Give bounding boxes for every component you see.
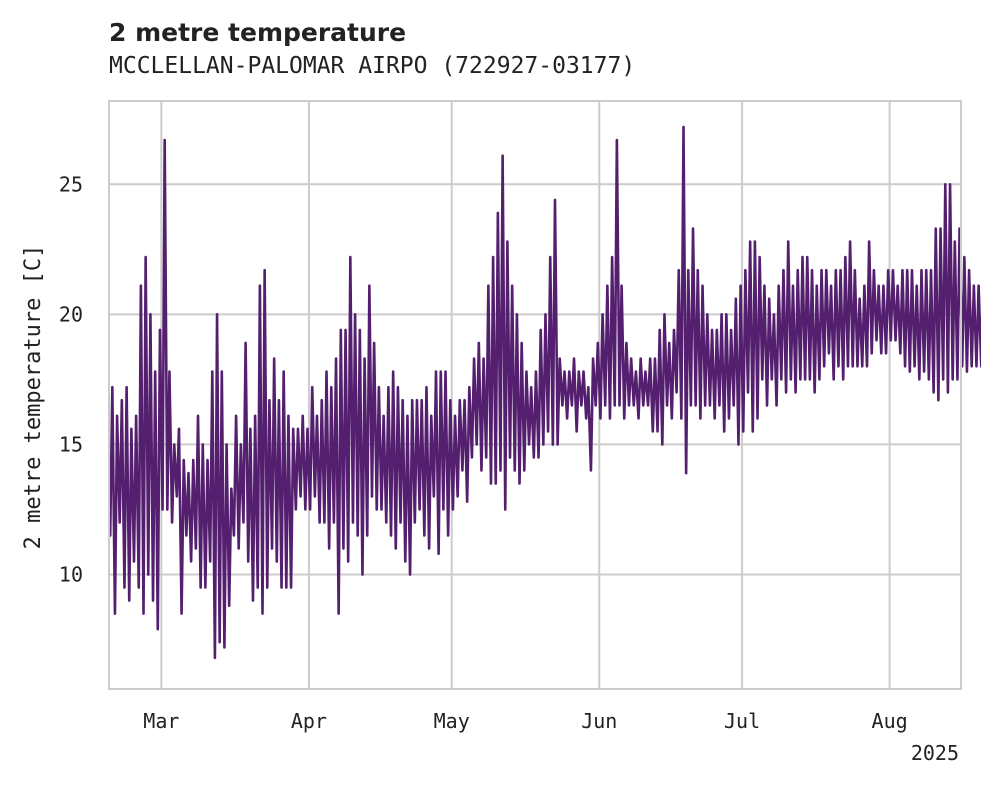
y-tick-label: 10 <box>59 563 83 587</box>
chart-subtitle: MCCLELLAN-PALOMAR AIRPO (722927-03177) <box>109 53 635 79</box>
x-tick-label: Jun <box>581 709 617 733</box>
x-tick-label: Aug <box>872 709 908 733</box>
data-series <box>108 125 981 660</box>
chart-title: 2 metre temperature <box>109 18 406 47</box>
tick-labels: 10 15 20 25 Mar Apr May Jun Jul Aug <box>59 172 908 733</box>
y-tick-label: 25 <box>59 172 83 196</box>
x-tick-label: Jul <box>724 709 760 733</box>
plot-frame <box>108 100 962 690</box>
y-tick-label: 15 <box>59 432 83 456</box>
y-axis-label: 2 metre temperature [C] <box>21 245 46 550</box>
temperature-line <box>108 125 981 660</box>
x-tick-label: Mar <box>143 709 179 733</box>
x-axis-year-label: 2025 <box>911 741 959 765</box>
x-tick-label: May <box>434 709 470 733</box>
x-tick-label: Apr <box>291 709 327 733</box>
y-tick-label: 20 <box>59 302 83 326</box>
